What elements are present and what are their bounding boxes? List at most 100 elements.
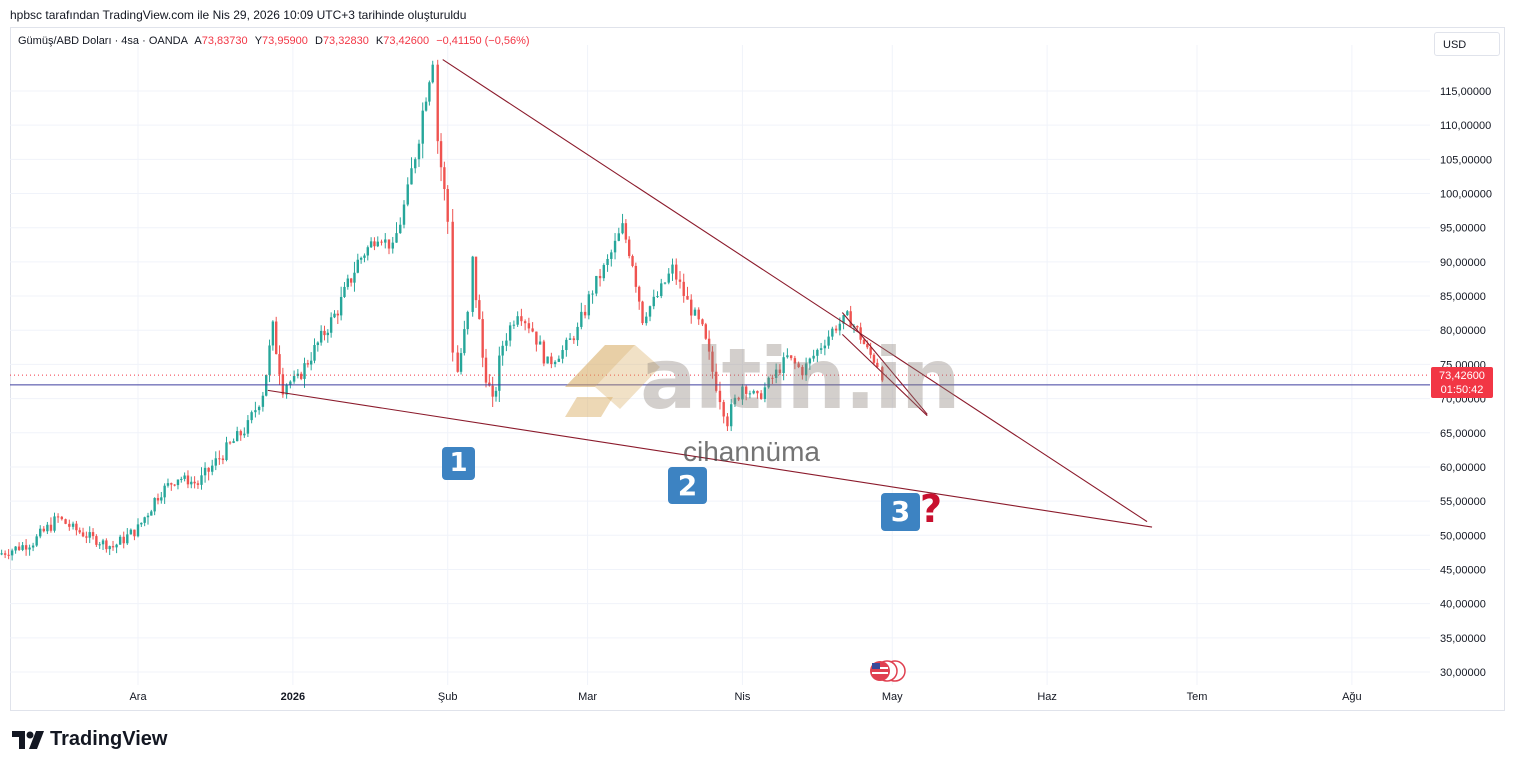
candle-body: [701, 319, 704, 325]
y-tick-label: 115,00000: [1440, 86, 1491, 98]
candle-body: [306, 363, 310, 365]
candle-body: [846, 311, 849, 316]
candle-body: [628, 239, 631, 257]
x-tick-label: Haz: [1037, 691, 1057, 703]
candlestick-series: [0, 59, 884, 561]
us-flag-events-icon[interactable]: [869, 660, 909, 687]
trendline: [442, 59, 1148, 523]
candle-body: [637, 286, 641, 302]
candle-body: [414, 159, 417, 169]
x-tick-label: Ara: [129, 691, 147, 703]
candle-body: [31, 545, 35, 548]
candle-body: [752, 390, 755, 394]
candle-body: [218, 458, 221, 460]
candle-body: [693, 309, 697, 316]
candle-body: [538, 341, 542, 345]
y-tick-label: 35,00000: [1440, 633, 1486, 645]
candle-body: [767, 377, 770, 388]
candle-body: [561, 350, 564, 359]
candle-body: [46, 524, 49, 532]
candle-body: [384, 239, 387, 243]
candle-body: [786, 355, 789, 358]
y-tick-label: 90,00000: [1440, 257, 1486, 269]
candle-body: [737, 397, 740, 400]
candle-body: [0, 553, 3, 555]
candle-body: [718, 390, 722, 403]
candle-body: [21, 545, 24, 550]
candle-body: [606, 258, 609, 265]
candle-body: [553, 361, 557, 365]
candle-body: [98, 544, 101, 546]
candle-body: [235, 431, 239, 442]
candle-body: [85, 536, 88, 538]
candle-body: [624, 223, 628, 240]
candle-body: [421, 110, 424, 144]
candle-body: [108, 546, 111, 550]
y-tick-label: 30,00000: [1440, 667, 1486, 679]
candle-body: [774, 369, 778, 378]
candle-body: [10, 550, 14, 556]
candle-body: [289, 381, 292, 385]
candle-body: [722, 402, 725, 417]
y-axis: 115,00000 110,00000 105,00000 100,00000 95,0…: [1440, 86, 1492, 679]
last-price-tag: 73,42600 01:50:42: [1431, 367, 1493, 398]
candle-body: [610, 252, 613, 259]
candle-body: [741, 386, 744, 400]
candle-body: [271, 321, 275, 346]
candle-body: [866, 344, 869, 348]
candle-body: [565, 339, 568, 351]
currency-button[interactable]: USD: [1434, 32, 1500, 56]
candle-body: [508, 325, 512, 341]
tradingview-logo-icon: [12, 730, 44, 749]
candle-body: [309, 360, 313, 365]
candle-body: [443, 167, 446, 190]
candle-body: [531, 328, 534, 332]
candle-body: [512, 324, 516, 326]
candle-body: [827, 336, 830, 346]
candle-body: [613, 240, 617, 253]
candle-body: [645, 316, 648, 324]
candle-body: [572, 338, 576, 341]
candle-body: [501, 345, 504, 356]
candle-body: [278, 354, 281, 375]
y-tick-label: 60,00000: [1440, 462, 1486, 474]
candle-body: [831, 328, 834, 337]
candle-body: [446, 189, 449, 222]
candle-body: [459, 353, 463, 372]
candle-body: [648, 306, 652, 317]
candle-body: [78, 530, 81, 533]
candle-body: [39, 528, 42, 537]
candle-body: [333, 313, 336, 318]
candle-body: [478, 300, 481, 320]
candle-body: [456, 352, 459, 372]
candle-body: [95, 536, 98, 545]
x-tick-label: Mar: [578, 691, 597, 703]
candle-body: [111, 546, 115, 548]
candle-body: [678, 279, 682, 282]
candle-body: [704, 324, 707, 339]
candle-body: [81, 532, 85, 537]
candle-body: [876, 362, 879, 368]
candle-body: [656, 296, 659, 298]
candle-body: [49, 524, 53, 531]
candle-body: [268, 345, 271, 375]
y-tick-label: 45,00000: [1440, 564, 1486, 576]
candle-body: [239, 431, 242, 436]
candle-body: [326, 332, 330, 336]
candle-body: [621, 223, 624, 234]
candle-body: [576, 326, 579, 341]
candle-body: [250, 412, 253, 421]
trendline: [267, 389, 1153, 528]
candle-body: [667, 273, 670, 283]
candle-body: [568, 338, 572, 340]
candle-body: [60, 516, 64, 520]
question-mark-icon: ?: [920, 487, 943, 531]
x-tick-label: May: [882, 691, 903, 703]
candle-body: [671, 264, 674, 274]
tradingview-logo[interactable]: TradingView: [12, 728, 167, 751]
candle-body: [68, 523, 71, 527]
candle-body: [299, 373, 303, 379]
candle-body: [872, 354, 876, 363]
candle-body: [376, 241, 379, 247]
